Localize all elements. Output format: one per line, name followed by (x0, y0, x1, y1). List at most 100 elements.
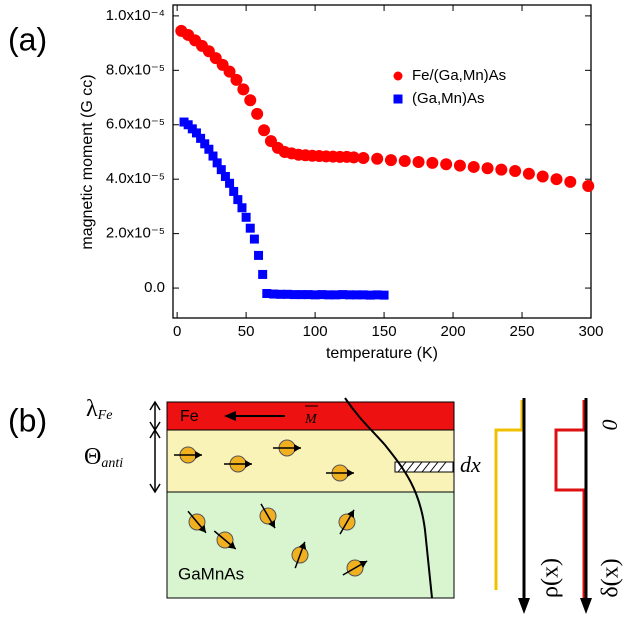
y-axis-label: magnetic moment (G cc) (79, 74, 96, 249)
data-point (358, 290, 368, 300)
data-point (347, 151, 360, 164)
x-axis-label: temperature (K) (326, 345, 438, 362)
data-point (522, 167, 535, 180)
fe-label: Fe (180, 408, 199, 425)
data-point (564, 175, 577, 188)
spin-arrow-head (294, 444, 301, 452)
data-point (453, 159, 466, 172)
data-point (223, 65, 236, 78)
slice (394, 461, 454, 473)
data-point (289, 290, 299, 300)
legend-label: (Ga,Mn)As (412, 90, 485, 107)
data-point (495, 163, 508, 176)
panel-label: (a) (8, 21, 47, 57)
data-point (212, 158, 222, 168)
y-tick-label: 4.0x10⁻⁵ (106, 170, 165, 187)
data-point (324, 290, 334, 300)
arrow-heads (149, 400, 161, 494)
x-tick-label: 50 (238, 323, 255, 340)
data-point (204, 144, 214, 154)
theta-label: Θanti (84, 444, 123, 472)
data-point (249, 234, 259, 244)
data-point (296, 290, 306, 300)
data-point (426, 156, 439, 169)
magnetization-label: M (304, 412, 318, 427)
data-point (200, 139, 210, 149)
spin-arrow-head (198, 524, 206, 533)
data-point (398, 154, 411, 167)
data-point (379, 290, 389, 300)
legend-marker (393, 94, 403, 104)
data-point (262, 289, 272, 299)
data-point (371, 152, 384, 165)
data-point (412, 156, 425, 169)
spin-arrow-head (268, 520, 275, 529)
profile-curve (344, 397, 433, 599)
rho-label: ρ(x) (538, 558, 564, 598)
data-point (372, 290, 382, 300)
arrow-head (518, 598, 530, 614)
data-point (230, 73, 243, 86)
panel-label: (b) (8, 402, 47, 438)
data-point (582, 179, 595, 192)
legend-marker (393, 71, 403, 81)
data-point (258, 124, 271, 137)
data-point (196, 133, 206, 143)
data-point (384, 154, 397, 167)
data-point (245, 223, 255, 233)
x-tick-label: 200 (441, 323, 466, 340)
data-point (220, 171, 230, 181)
y-tick-label: 1.0x10⁻⁴ (106, 7, 165, 24)
y-tick-label: 8.0x10⁻⁵ (106, 61, 165, 78)
data-point (225, 178, 235, 188)
data-point (440, 158, 453, 171)
data-point (509, 165, 522, 178)
data-point (550, 173, 563, 186)
data-point (241, 212, 251, 222)
arrow-head (224, 411, 236, 421)
data-point (310, 290, 320, 300)
data-point (258, 269, 268, 279)
data-point (303, 290, 313, 300)
lambda-label: λFe (86, 396, 112, 424)
data-point (254, 250, 264, 260)
data-point (331, 290, 341, 300)
spin-arrow-head (298, 541, 307, 550)
slice-label: dx (460, 452, 481, 477)
data-point (191, 128, 201, 138)
spin-arrow-head (359, 561, 368, 568)
data-point (481, 162, 494, 175)
spin-arrow-head (245, 460, 252, 468)
data-point (351, 290, 361, 300)
arrow-head (580, 598, 592, 614)
data-point (317, 290, 327, 300)
data-point (237, 203, 247, 213)
spin-arrow-head (195, 451, 202, 459)
plot-frame (172, 4, 592, 319)
delta-label: δ(x) (598, 558, 624, 597)
data-point (251, 107, 264, 120)
interface-layer (166, 429, 455, 493)
x-tick-label: 150 (372, 323, 397, 340)
spins (174, 439, 368, 577)
spin-arrow-head (347, 469, 354, 477)
delta-profile (554, 400, 586, 598)
data-point (338, 290, 348, 300)
x-tick-label: 100 (303, 323, 328, 340)
data-point (276, 289, 286, 299)
y-tick-label: 6.0x10⁻⁵ (106, 116, 165, 133)
x-tick-label: 0 (173, 323, 181, 340)
data-point (365, 290, 375, 300)
data-point (283, 289, 293, 299)
x-tick-label: 250 (510, 323, 535, 340)
origin-label: 0 (597, 420, 622, 431)
data-point (244, 94, 257, 107)
data-point (357, 151, 370, 164)
data-point (345, 290, 355, 300)
y-tick-label: 0.0 (144, 279, 165, 296)
fe-layer (166, 401, 455, 431)
legend-label: Fe/(Ga,Mn)As (412, 67, 506, 84)
x-tick-label: 300 (578, 323, 603, 340)
spin-arrow-head (347, 509, 354, 518)
